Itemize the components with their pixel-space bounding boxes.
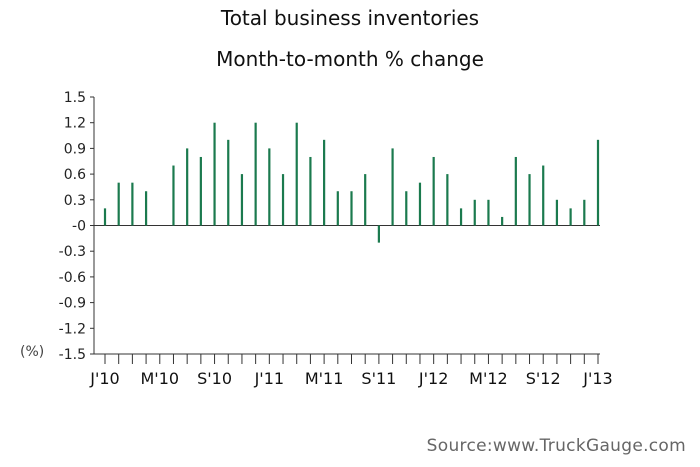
data-bar	[336, 191, 339, 226]
x-tick-label: J'13	[582, 369, 612, 388]
data-bar	[569, 208, 572, 226]
data-bar	[309, 156, 312, 226]
data-bar	[432, 156, 435, 226]
data-bar	[117, 182, 120, 226]
data-bar	[323, 139, 326, 226]
data-bar	[418, 182, 422, 226]
data-bar	[227, 139, 230, 226]
data-bar	[144, 191, 148, 226]
data-bar	[555, 199, 559, 226]
data-bar	[405, 191, 408, 226]
source-credit: Source:www.TruckGauge.com	[426, 436, 686, 456]
data-bar	[473, 199, 476, 226]
data-bar	[583, 199, 586, 226]
data-bar	[131, 182, 134, 226]
x-tick-label: S'10	[197, 369, 232, 388]
data-bar	[528, 174, 531, 226]
x-tick-label: J'11	[254, 369, 284, 388]
y-axis-unit-label: (%)	[20, 344, 45, 360]
x-tick-label: M'11	[305, 369, 344, 388]
y-tick-label: -0.9	[59, 296, 86, 312]
data-bar	[501, 216, 504, 226]
data-bar	[172, 165, 175, 226]
x-tick-label: M'12	[469, 369, 508, 388]
data-bar	[254, 122, 257, 226]
y-tick-label: 0.9	[64, 141, 86, 157]
data-bar	[103, 208, 107, 226]
x-tick-label: J'10	[89, 369, 119, 388]
chart-title: Total business inventories	[220, 6, 480, 30]
x-tick-label: M'10	[140, 369, 179, 388]
data-bar	[459, 208, 463, 226]
y-tick-label: -1.2	[59, 321, 86, 337]
data-bar	[295, 122, 298, 226]
chart-subtitle: Month-to-month % change	[216, 47, 484, 71]
y-tick-label: 0.6	[64, 167, 86, 183]
y-tick-label: 1.5	[64, 90, 86, 106]
x-tick-label: S'12	[526, 369, 561, 388]
data-bar	[391, 148, 394, 226]
data-bar	[199, 156, 202, 226]
data-bar	[514, 156, 517, 226]
data-bar	[596, 139, 600, 226]
data-bar	[213, 122, 216, 226]
data-bar	[268, 148, 271, 226]
y-tick-label: 1.2	[64, 116, 86, 132]
y-tick-label: -0	[72, 219, 86, 235]
data-bar	[542, 165, 545, 226]
data-bar	[377, 225, 380, 243]
y-tick-label: -0.6	[59, 270, 86, 286]
data-bar	[186, 148, 189, 226]
data-bar	[240, 174, 244, 226]
data-bar	[281, 174, 285, 226]
data-bar	[487, 199, 490, 226]
data-bar	[446, 174, 449, 226]
y-tick-label: -1.5	[59, 347, 86, 363]
y-tick-label: -0.3	[59, 244, 86, 260]
data-bar	[364, 174, 367, 226]
x-tick-label: S'11	[361, 369, 396, 388]
x-tick-label: J'12	[418, 369, 448, 388]
data-bar	[350, 191, 353, 226]
y-tick-label: 0.3	[64, 193, 86, 209]
